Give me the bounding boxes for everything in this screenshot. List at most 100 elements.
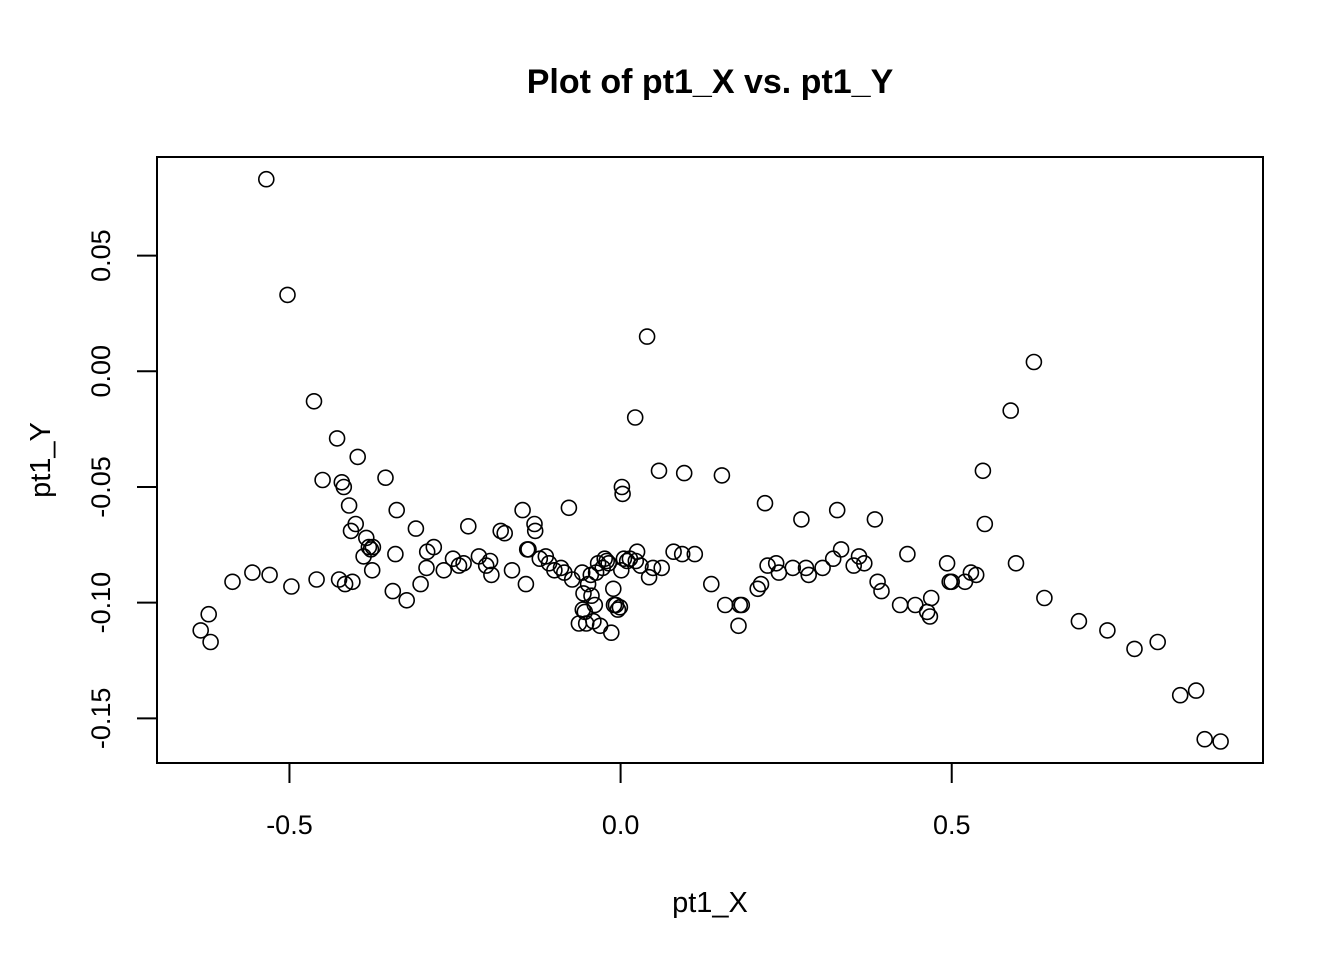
data-point — [459, 517, 477, 535]
data-point — [546, 561, 563, 579]
data-point — [713, 467, 731, 484]
data-point — [627, 552, 645, 570]
data-point — [305, 392, 323, 410]
data-point — [398, 591, 416, 609]
data-point — [384, 582, 402, 600]
data-point — [650, 462, 668, 480]
data-point — [733, 596, 751, 614]
data-point — [793, 511, 810, 528]
data-point — [503, 561, 521, 579]
data-point — [387, 545, 404, 563]
data-point — [1149, 633, 1166, 651]
data-point — [832, 541, 850, 558]
data-point — [517, 575, 535, 593]
y-tick-label: 0.00 — [86, 345, 116, 398]
data-point — [1126, 640, 1143, 658]
data-point — [496, 524, 514, 542]
y-axis: -0.15 -0.10 -0.05 0.00 0.05 — [86, 229, 158, 750]
data-point — [611, 598, 629, 616]
data-point — [797, 559, 815, 577]
data-point — [602, 624, 620, 642]
data-point — [340, 497, 358, 514]
data-point — [314, 471, 331, 489]
data-point — [612, 561, 630, 579]
data-point — [626, 409, 644, 426]
plot-frame — [156, 156, 1264, 764]
data-point — [388, 501, 406, 519]
data-point — [518, 541, 536, 558]
data-point — [412, 575, 429, 593]
data-point — [609, 601, 627, 618]
data-point — [1070, 612, 1088, 630]
data-point — [716, 596, 734, 614]
data-point — [347, 515, 365, 533]
data-point — [364, 538, 382, 556]
data-point — [583, 587, 600, 605]
data-point — [665, 543, 682, 561]
data-point — [770, 564, 788, 581]
data-point — [596, 550, 614, 568]
chart-title: Plot of pt1_X vs. pt1_Y — [527, 63, 894, 101]
data-point — [974, 462, 992, 480]
data-point — [328, 430, 346, 447]
data-point — [873, 582, 890, 600]
data-point — [526, 515, 543, 533]
data-point — [921, 608, 939, 625]
y-axis-label: pt1_Y — [25, 422, 57, 498]
data-point — [455, 554, 472, 572]
data-point — [598, 552, 616, 570]
data-point — [640, 568, 658, 586]
data-point — [344, 573, 361, 591]
data-point — [363, 561, 381, 579]
data-point — [477, 557, 495, 574]
data-point — [575, 585, 592, 602]
data-point — [425, 538, 443, 556]
data-point — [283, 578, 300, 595]
data-point — [1171, 686, 1189, 704]
data-point — [891, 596, 909, 614]
data-point — [922, 589, 940, 607]
data-point — [520, 541, 537, 558]
data-point — [514, 501, 531, 519]
data-point — [1212, 733, 1229, 750]
data-point — [967, 566, 985, 584]
data-point — [702, 575, 720, 593]
y-tick-label: -0.10 — [86, 572, 116, 634]
data-point — [560, 499, 578, 517]
data-point — [600, 554, 618, 572]
data-point — [814, 559, 831, 577]
data-point — [586, 596, 604, 614]
data-point — [976, 515, 994, 533]
x-axis-label: pt1_X — [672, 887, 748, 919]
data-point — [673, 545, 691, 563]
data-point — [483, 566, 500, 584]
data-point — [784, 559, 802, 577]
y-tick-label: -0.15 — [86, 688, 116, 750]
data-point — [644, 559, 662, 577]
data-point — [615, 550, 633, 568]
data-point — [899, 545, 916, 563]
data-points — [192, 170, 1229, 750]
data-point — [224, 573, 241, 591]
data-point — [653, 559, 671, 577]
data-point — [362, 541, 380, 558]
data-point — [824, 550, 842, 568]
data-point — [943, 573, 961, 591]
y-tick-label: 0.05 — [86, 229, 116, 282]
data-point — [349, 448, 367, 466]
data-point — [730, 617, 747, 635]
x-tick-label: 0.0 — [602, 810, 640, 840]
data-point — [869, 573, 886, 591]
data-point — [749, 580, 767, 598]
data-point — [308, 571, 325, 588]
data-point — [800, 566, 818, 584]
data-point — [261, 566, 278, 584]
data-point — [202, 633, 219, 651]
data-point — [752, 575, 770, 593]
data-point — [675, 464, 693, 482]
data-point — [613, 478, 631, 496]
data-point — [257, 170, 275, 188]
data-point — [200, 605, 217, 623]
data-point — [632, 557, 649, 574]
